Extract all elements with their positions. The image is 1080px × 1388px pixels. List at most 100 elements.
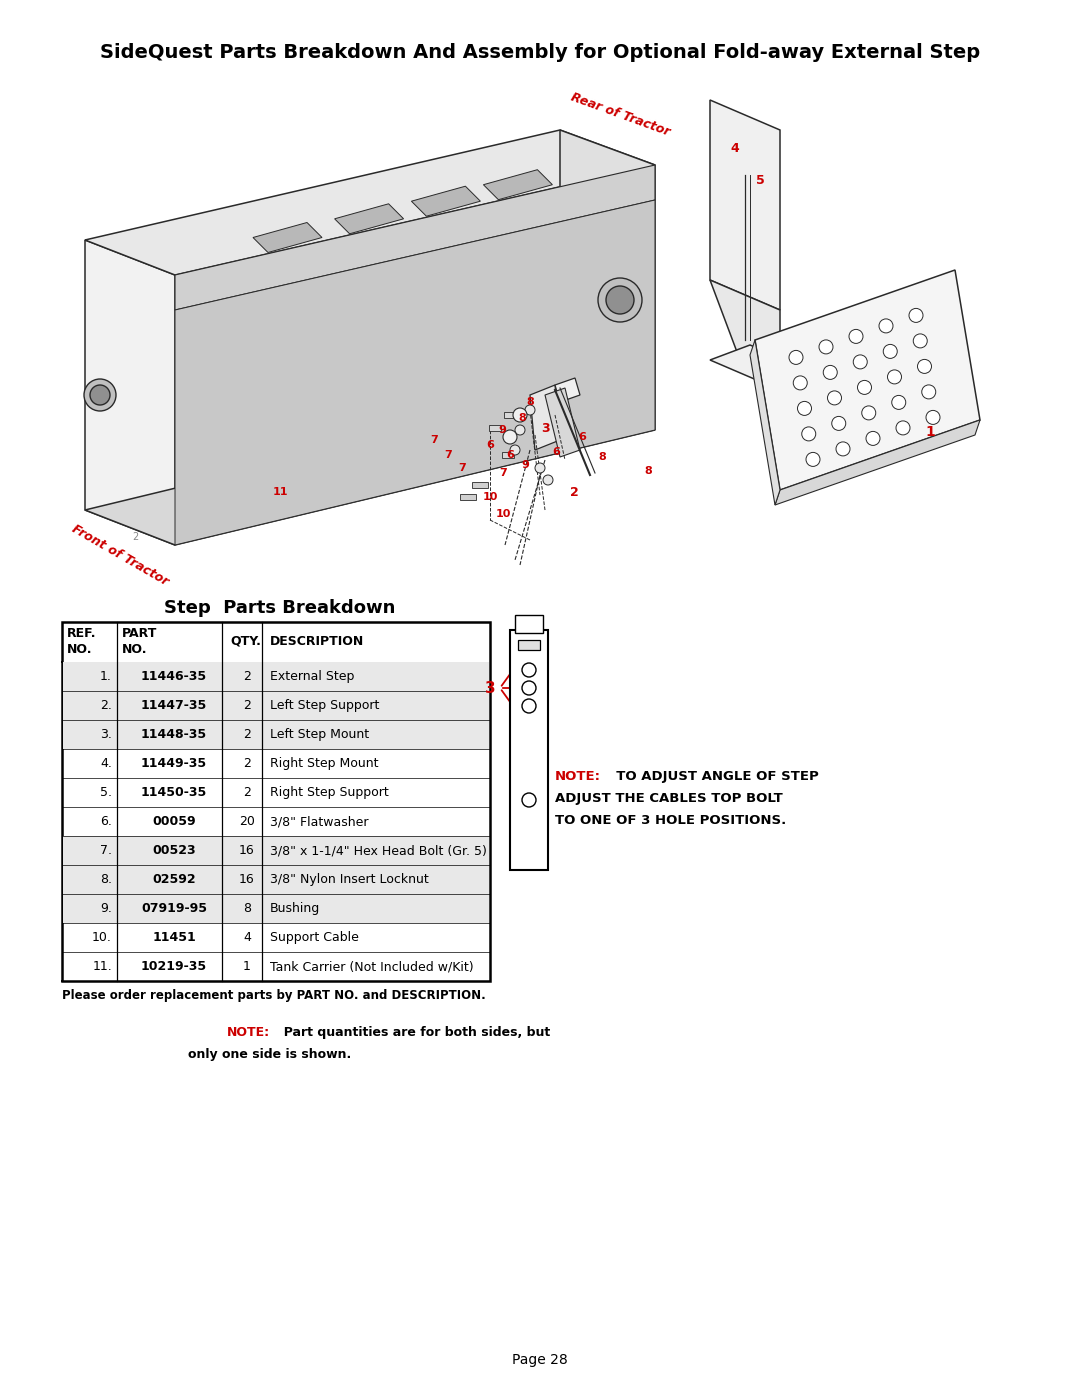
Circle shape — [90, 384, 110, 405]
Polygon shape — [530, 384, 561, 450]
Circle shape — [849, 329, 863, 343]
Circle shape — [914, 335, 928, 348]
Text: 5.: 5. — [100, 786, 112, 799]
Polygon shape — [561, 130, 654, 430]
Circle shape — [866, 432, 880, 446]
Text: 1: 1 — [926, 425, 935, 439]
Circle shape — [896, 421, 910, 434]
Text: Left Step Mount: Left Step Mount — [270, 727, 369, 741]
Text: 8: 8 — [518, 414, 526, 423]
Text: 02592: 02592 — [152, 873, 195, 886]
Polygon shape — [545, 389, 580, 457]
Text: Front of Tractor: Front of Tractor — [69, 522, 171, 589]
Text: 6: 6 — [552, 447, 559, 457]
Text: 11447-35: 11447-35 — [140, 700, 207, 712]
Polygon shape — [460, 494, 476, 500]
Polygon shape — [175, 200, 654, 545]
Text: Bushing: Bushing — [270, 902, 321, 915]
Text: 6: 6 — [486, 440, 494, 450]
Text: 2: 2 — [243, 786, 251, 799]
Circle shape — [806, 452, 820, 466]
Text: 10: 10 — [496, 509, 511, 519]
Text: 9: 9 — [498, 425, 505, 434]
Text: 2.: 2. — [100, 700, 112, 712]
Polygon shape — [710, 346, 820, 390]
Text: 16: 16 — [239, 873, 255, 886]
Text: Page 28: Page 28 — [512, 1353, 568, 1367]
Text: 11446-35: 11446-35 — [140, 670, 207, 683]
Text: NOTE:: NOTE: — [227, 1026, 270, 1040]
Circle shape — [522, 663, 536, 677]
Text: PART: PART — [122, 626, 158, 640]
Polygon shape — [253, 222, 322, 253]
Circle shape — [879, 319, 893, 333]
Bar — [510, 630, 548, 870]
Polygon shape — [411, 186, 481, 217]
Text: 8.: 8. — [100, 873, 112, 886]
Text: NOTE:: NOTE: — [555, 770, 600, 783]
Text: 00059: 00059 — [152, 815, 195, 829]
Text: 2: 2 — [132, 532, 138, 541]
Circle shape — [918, 359, 931, 373]
Circle shape — [858, 380, 872, 394]
Polygon shape — [755, 271, 980, 490]
Text: 11449-35: 11449-35 — [140, 756, 207, 770]
Polygon shape — [489, 425, 501, 432]
Circle shape — [853, 355, 867, 369]
Polygon shape — [504, 412, 516, 418]
Text: 2: 2 — [569, 486, 579, 498]
Polygon shape — [484, 169, 552, 200]
Text: 7: 7 — [430, 434, 437, 446]
Polygon shape — [175, 165, 654, 310]
Circle shape — [606, 286, 634, 314]
Text: 1: 1 — [243, 960, 251, 973]
Bar — [63, 691, 489, 720]
Text: Support Cable: Support Cable — [270, 931, 359, 944]
Polygon shape — [775, 421, 980, 505]
Text: 11450-35: 11450-35 — [140, 786, 207, 799]
Text: 20: 20 — [239, 815, 255, 829]
Polygon shape — [710, 100, 780, 310]
Text: TO ONE OF 3 HOLE POSITIONS.: TO ONE OF 3 HOLE POSITIONS. — [555, 813, 786, 827]
Text: External Step: External Step — [270, 670, 354, 683]
Circle shape — [797, 401, 811, 415]
Text: 11: 11 — [272, 487, 287, 497]
Text: 1.: 1. — [100, 670, 112, 683]
Circle shape — [535, 464, 545, 473]
Text: 9: 9 — [521, 459, 529, 471]
Circle shape — [525, 405, 535, 415]
Text: REF.: REF. — [67, 626, 96, 640]
Bar — [63, 865, 489, 894]
Text: 7: 7 — [458, 464, 465, 473]
Text: only one side is shown.: only one side is shown. — [188, 1048, 352, 1060]
Circle shape — [832, 416, 846, 430]
Text: 3/8" x 1-1/4" Hex Head Bolt (Gr. 5): 3/8" x 1-1/4" Hex Head Bolt (Gr. 5) — [270, 844, 487, 856]
Circle shape — [793, 376, 807, 390]
Text: 6: 6 — [507, 450, 514, 459]
Text: SideQuest Parts Breakdown And Assembly for Optional Fold-away External Step: SideQuest Parts Breakdown And Assembly f… — [100, 43, 980, 61]
Text: Part quantities are for both sides, but: Part quantities are for both sides, but — [275, 1026, 550, 1040]
Text: 5: 5 — [756, 174, 765, 186]
Circle shape — [513, 408, 527, 422]
Bar — [62, 622, 490, 981]
Text: 11451: 11451 — [152, 931, 195, 944]
Circle shape — [827, 391, 841, 405]
Text: 11448-35: 11448-35 — [140, 727, 207, 741]
Bar — [63, 894, 489, 923]
Text: ADJUST THE CABLES TOP BOLT: ADJUST THE CABLES TOP BOLT — [555, 793, 783, 805]
Text: 11.: 11. — [92, 960, 112, 973]
Text: Step  Parts Breakdown: Step Parts Breakdown — [164, 600, 395, 618]
Text: 2: 2 — [243, 727, 251, 741]
Circle shape — [883, 344, 897, 358]
Text: 8: 8 — [644, 466, 652, 476]
Polygon shape — [85, 130, 654, 275]
Polygon shape — [710, 280, 780, 390]
Text: 3/8" Flatwasher: 3/8" Flatwasher — [270, 815, 368, 829]
Circle shape — [819, 340, 833, 354]
Circle shape — [522, 793, 536, 806]
Bar — [63, 662, 489, 691]
Polygon shape — [335, 204, 404, 233]
Text: NO.: NO. — [122, 643, 148, 655]
Text: 2: 2 — [243, 756, 251, 770]
Text: Please order replacement parts by PART NO. and DESCRIPTION.: Please order replacement parts by PART N… — [62, 988, 486, 1002]
